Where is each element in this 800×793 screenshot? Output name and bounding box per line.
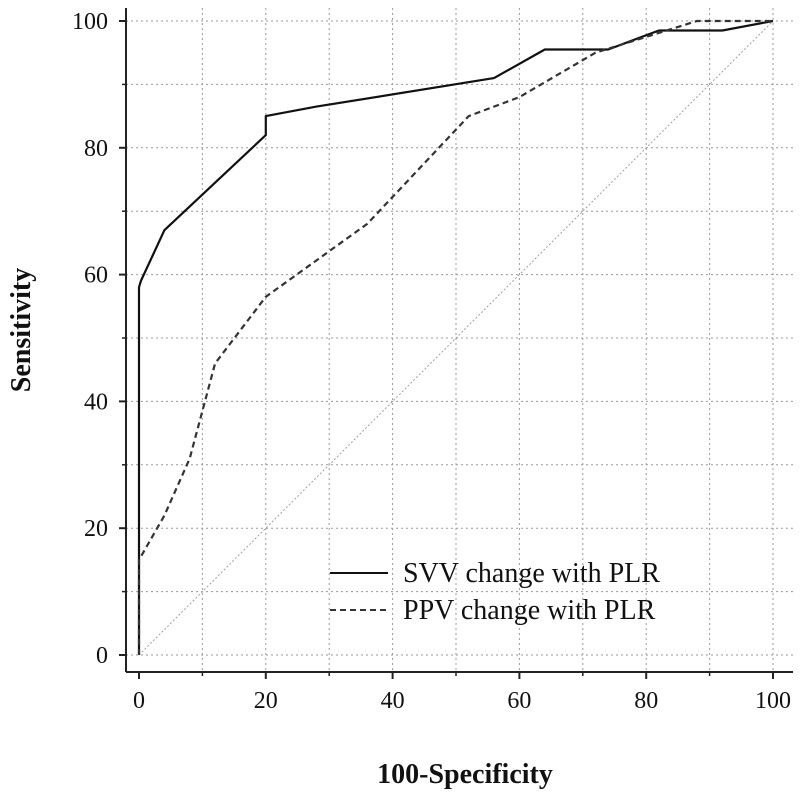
series-layer [137, 19, 774, 656]
y-axis-title: Sensitivity [6, 268, 37, 392]
y-tick-label-100: 100 [72, 9, 108, 35]
legend-label-svv: SVV change with PLR [403, 558, 660, 589]
y-tick-label-60: 60 [84, 263, 108, 289]
x-tick-label-80: 80 [634, 688, 658, 714]
x-tick-label-100: 100 [755, 688, 791, 714]
grid [126, 8, 793, 672]
y-tick-label-80: 80 [84, 136, 108, 162]
y-tick-label-0: 0 [96, 643, 108, 669]
y-tick-label-20: 20 [84, 516, 108, 542]
x-tick-label-0: 0 [133, 688, 145, 714]
axes: 0 20 40 60 80 100 0 20 40 60 80 100 [72, 8, 793, 714]
x-axis-title: 100-Specificity [377, 759, 553, 790]
x-tick-label-60: 60 [507, 688, 531, 714]
series-ppv-change-with-plr [137, 19, 773, 655]
legend: SVV change with PLR PPV change with PLR [330, 558, 660, 626]
x-tick-label-40: 40 [381, 688, 405, 714]
x-tick-label-20: 20 [254, 688, 278, 714]
series-reference [138, 20, 774, 656]
series-svv-change-with-plr [137, 19, 774, 655]
y-tick-label-40: 40 [84, 389, 108, 415]
legend-label-ppv: PPV change with PLR [403, 595, 656, 626]
